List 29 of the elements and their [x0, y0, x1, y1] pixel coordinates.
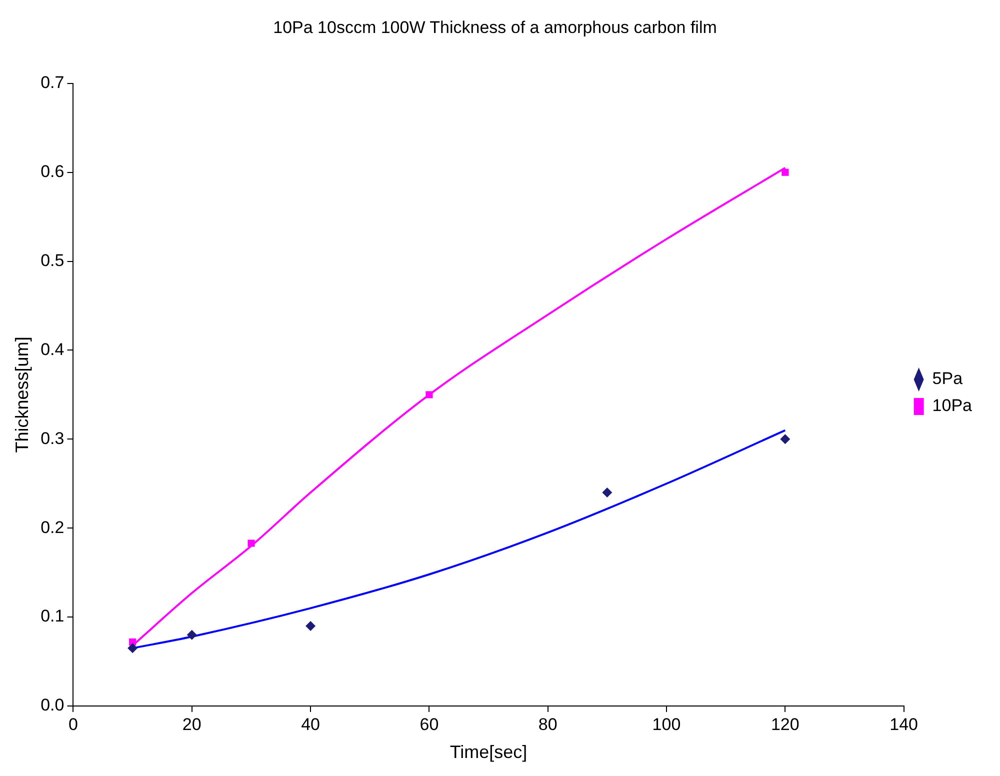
point: [306, 620, 316, 631]
y-tick-label: 0.5: [40, 250, 64, 270]
x-tick-label: 120: [770, 714, 800, 734]
y-tick-label: 0.4: [40, 340, 64, 359]
y-tick-label: 0.6: [40, 162, 64, 182]
point: [186, 630, 197, 640]
legend-label: 5Pa: [932, 369, 964, 388]
x-tick-label: 40: [301, 714, 320, 734]
y-tick-label: 0.7: [40, 73, 64, 92]
point: [128, 643, 138, 654]
x-tick-label: 0: [68, 714, 78, 734]
x-tick-label: 20: [182, 714, 202, 734]
x-tick-label: 100: [652, 714, 681, 734]
legend-label: 10Pa: [932, 396, 973, 416]
y-tick-label: 0.3: [40, 428, 64, 448]
point: [602, 488, 612, 498]
point: [782, 168, 789, 176]
y-axis-title: Thickness[um]: [12, 336, 32, 453]
point: [780, 434, 790, 444]
y-tick-label: 0.0: [40, 696, 64, 715]
chart-title: 10Pa 10sccm 100W Thickness of a amorphous carbon film: [273, 18, 717, 37]
y-tick-label: 0.2: [40, 518, 64, 537]
x-tick-label: 80: [538, 714, 558, 734]
point: [426, 391, 433, 398]
x-axis-title: Time[sec]: [450, 742, 528, 762]
point: [248, 540, 255, 547]
x-tick-label: 140: [890, 714, 918, 734]
y-tick-label: 0.1: [40, 606, 64, 626]
x-tick-label: 60: [420, 714, 439, 734]
